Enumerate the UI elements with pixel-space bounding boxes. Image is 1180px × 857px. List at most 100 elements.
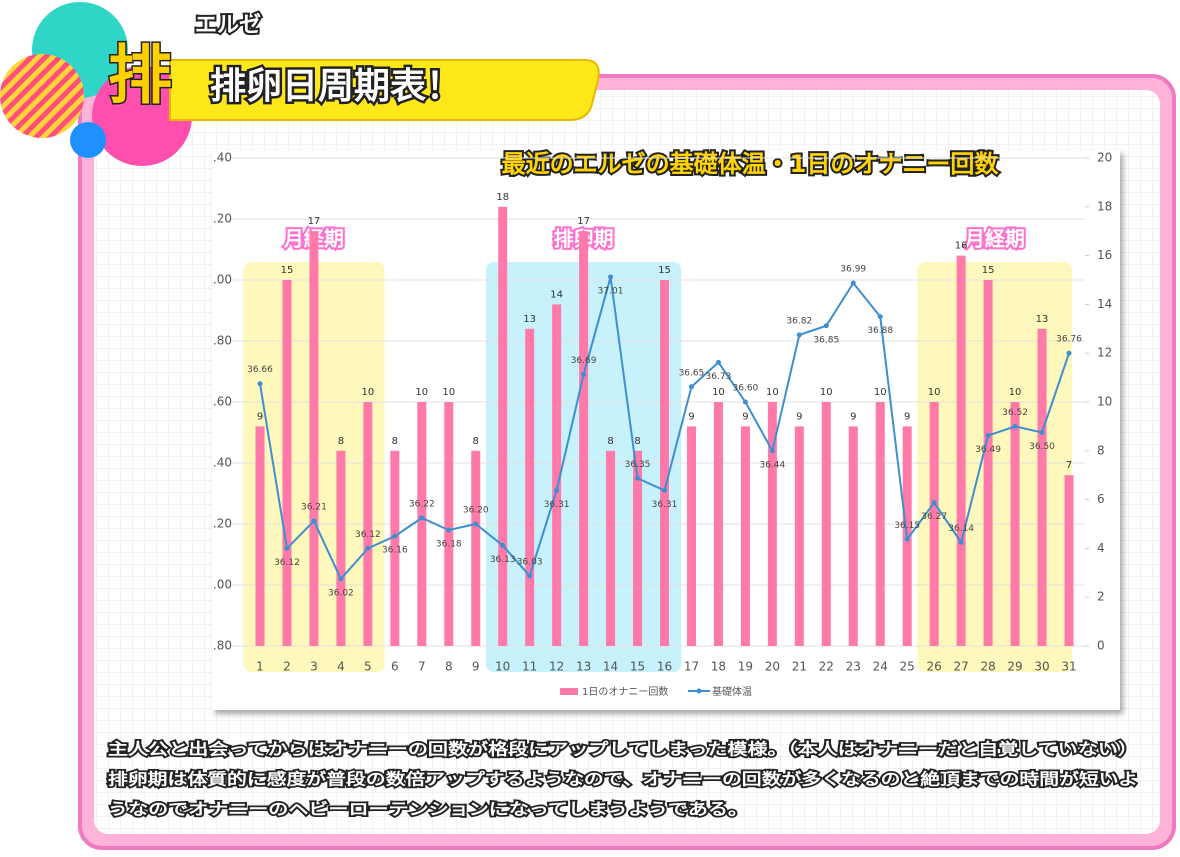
temperature-label: 36.85 — [813, 335, 839, 345]
x-tick-label: 12 — [549, 660, 564, 674]
bar — [309, 231, 319, 646]
bar-value-label: 13 — [1036, 314, 1049, 325]
bar — [1037, 328, 1047, 646]
temperature-label: 36.22 — [409, 499, 435, 509]
bar-value-label: 13 — [523, 314, 536, 325]
y2-tick-label: 14 — [1097, 297, 1112, 311]
bar-value-label: 10 — [928, 387, 941, 398]
bar-value-label: 10 — [361, 387, 374, 398]
x-tick-label: 5 — [364, 660, 372, 674]
temperature-point — [1066, 350, 1072, 356]
bar-value-label: 15 — [281, 265, 294, 276]
x-tick-label: 13 — [576, 660, 591, 674]
bar — [498, 206, 508, 647]
temperature-point — [257, 381, 263, 387]
bar — [821, 402, 831, 646]
header: 排 エルゼ 排卵日周期表！ — [0, 2, 600, 166]
page-title: 排卵日周期表！ — [210, 66, 462, 107]
temperature-point — [931, 500, 937, 506]
temperature-point — [850, 280, 856, 286]
y-tick-label: 37.00 — [198, 273, 232, 287]
bar — [740, 426, 750, 646]
temperature-label: 36.88 — [867, 326, 893, 336]
x-tick-label: 14 — [603, 660, 618, 674]
y-tick-label: 36.00 — [198, 578, 232, 592]
bar-value-label: 17 — [308, 216, 321, 227]
bar — [579, 231, 589, 646]
body-line: 主人公と出会ってからはオナニーの回数が格段にアップしてしまった模様。（本人はオナ… — [108, 740, 1138, 759]
temperature-label: 36.16 — [382, 546, 408, 556]
x-tick-label: 31 — [1061, 660, 1076, 674]
bar — [767, 402, 777, 646]
temperature-label: 36.14 — [948, 524, 974, 534]
plot: 月経期排卵期月経期35.8036.0036.2036.4036.6036.803… — [198, 151, 1112, 699]
temperature-label: 36.73 — [706, 372, 732, 382]
y2-tick-label: 20 — [1097, 151, 1112, 165]
bar-value-label: 10 — [415, 387, 428, 398]
x-tick-label: 20 — [765, 660, 780, 674]
temperature-point — [311, 518, 317, 524]
bar-value-label: 18 — [496, 192, 509, 203]
bar — [633, 450, 643, 646]
temperature-point — [769, 448, 775, 454]
temperature-label: 36.03 — [517, 557, 543, 567]
temperature-point — [742, 399, 748, 405]
bar — [417, 402, 427, 646]
character-name: エルゼ — [195, 13, 261, 38]
y-tick-label: 36.80 — [198, 334, 232, 348]
bar — [282, 280, 292, 646]
x-tick-label: 27 — [953, 660, 968, 674]
y-tick-label: 35.80 — [198, 639, 232, 653]
x-tick-label: 26 — [927, 660, 942, 674]
x-tick-label: 8 — [445, 660, 453, 674]
temperature-point — [823, 323, 829, 329]
x-tick-label: 29 — [1007, 660, 1022, 674]
bar — [983, 280, 993, 646]
temperature-point — [527, 573, 533, 579]
temperature-label: 36.02 — [328, 588, 354, 598]
temperature-label: 36.76 — [1056, 335, 1082, 345]
title-banner — [169, 59, 600, 121]
x-tick-label: 19 — [738, 660, 753, 674]
y-tick-label: 37.20 — [198, 212, 232, 226]
temperature-label: 36.20 — [463, 506, 489, 516]
bar-value-label: 10 — [1009, 387, 1022, 398]
temperature-point — [662, 487, 667, 493]
temperature-point — [608, 274, 614, 280]
temperature-point — [715, 359, 721, 365]
bar — [794, 426, 804, 646]
temperature-point — [473, 521, 479, 527]
bar-value-label: 15 — [658, 265, 671, 276]
bar-value-label: 10 — [442, 387, 455, 398]
temperature-point — [338, 576, 344, 582]
x-tick-label: 1 — [256, 660, 264, 674]
bar — [552, 304, 562, 646]
temperature-label: 36.13 — [490, 555, 516, 565]
bar — [363, 402, 373, 646]
temperature-point — [635, 475, 641, 481]
temperature-label: 36.12 — [274, 558, 300, 568]
bar — [956, 255, 966, 646]
x-tick-label: 11 — [522, 660, 537, 674]
deco-circle — [0, 54, 84, 138]
temperature-point — [688, 384, 694, 390]
bar — [875, 402, 885, 646]
bar-value-label: 15 — [982, 265, 995, 276]
temperature-point — [1012, 423, 1018, 429]
bar-value-label: 8 — [473, 436, 479, 447]
x-tick-label: 21 — [792, 660, 807, 674]
bar-value-label: 8 — [338, 436, 344, 447]
x-tick-label: 25 — [900, 660, 915, 674]
temperature-point — [554, 487, 560, 493]
bar — [471, 450, 481, 646]
body-line: 排卵期は体質的に感度が普段の数倍アップするようなので、オナニーの回数が多くなるの… — [108, 770, 1138, 789]
x-tick-label: 4 — [337, 660, 345, 674]
legend-swatch — [696, 688, 702, 694]
x-tick-label: 24 — [873, 660, 888, 674]
bar-value-label: 10 — [766, 387, 779, 398]
bar — [444, 402, 454, 646]
temperature-label: 36.66 — [247, 365, 273, 375]
phase-label: 月経期 — [964, 227, 1025, 251]
x-tick-label: 9 — [472, 660, 480, 674]
temperature-label: 36.21 — [301, 502, 327, 512]
